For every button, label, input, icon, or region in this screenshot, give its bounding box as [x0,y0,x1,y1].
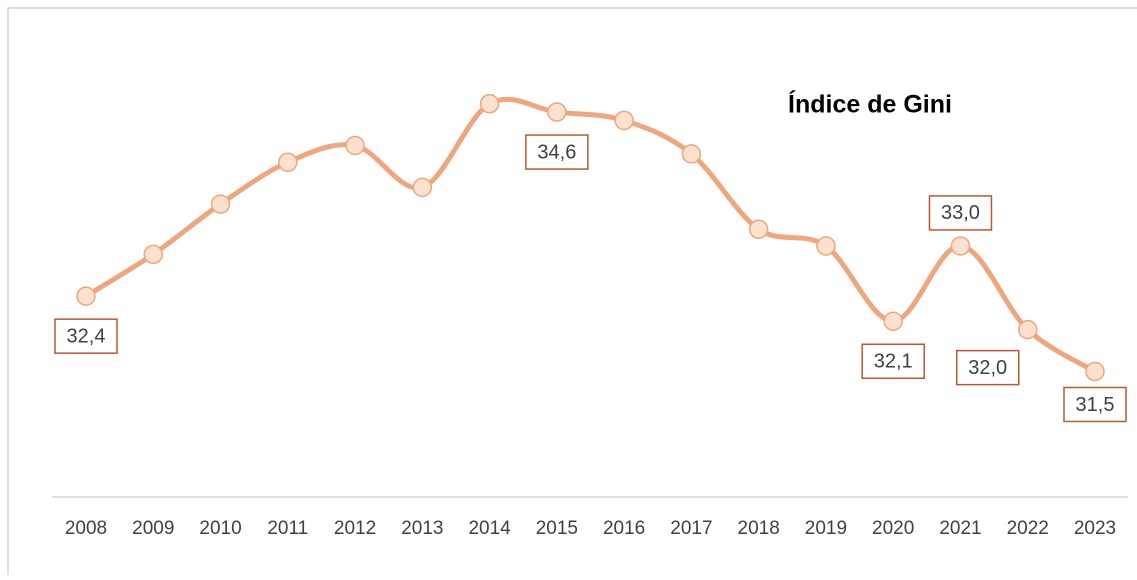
x-tick-label: 2019 [805,518,847,539]
x-tick-label: 2015 [536,518,578,539]
marker [1017,319,1038,340]
marker [278,152,298,173]
marker [412,177,433,198]
x-tick-label: 2016 [603,518,645,539]
x-tick-label: 2021 [939,518,981,539]
x-tick-label: 2020 [872,518,914,539]
marker [950,236,971,256]
marker [816,236,836,256]
data-label-box [955,349,1020,386]
data-label: 32,0 [968,357,1007,379]
data-label-box [54,318,118,354]
marker [210,194,231,214]
marker [1085,361,1105,382]
x-tick-label: 2018 [738,518,780,539]
marker [681,144,702,164]
marker [479,93,500,114]
marker [883,311,903,332]
marker [143,244,164,265]
data-label: 31,5 [1076,394,1115,416]
marker [76,286,96,306]
x-tick-label: 2010 [199,518,241,539]
x-tick-label: 2012 [334,518,376,539]
x-tick-label: 2009 [132,518,174,539]
data-label-box [1063,386,1127,423]
marker [547,102,567,122]
chart-title: Índice de Gini [788,90,952,119]
x-tick-label: 2011 [267,518,308,539]
data-label-box [928,195,993,231]
x-tick-label: 2017 [670,518,712,539]
x-tick-label: 2013 [401,518,443,539]
marker [614,110,634,131]
data-label: 34,6 [537,141,576,163]
x-tick-label: 2022 [1007,518,1049,539]
data-label: 33,0 [941,202,980,224]
x-tick-label: 2014 [468,518,511,539]
marker [748,219,769,239]
x-tick-label: 2023 [1074,518,1116,539]
line [83,96,1098,374]
data-label-box [525,134,589,170]
marker [345,135,365,156]
data-label-box [861,343,925,380]
x-tick-label: 2008 [65,518,107,539]
data-label: 32,1 [874,351,913,373]
data-label: 32,4 [67,325,106,347]
frame [7,7,1137,575]
